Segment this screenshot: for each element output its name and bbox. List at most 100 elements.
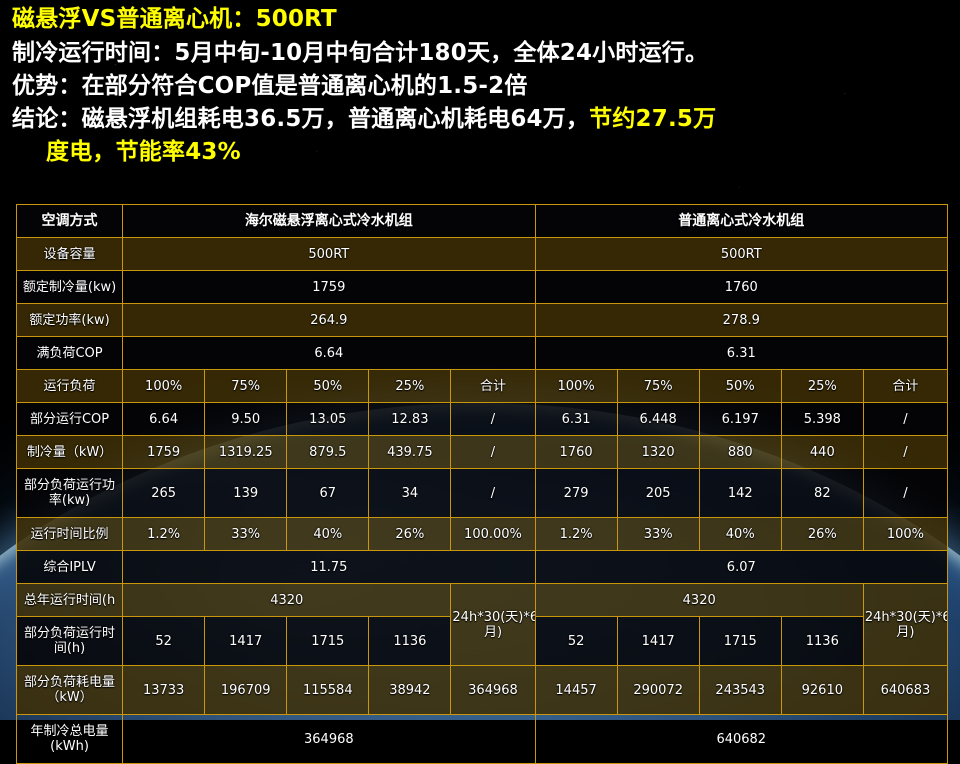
cell-a-v3: 115584: [286, 665, 370, 715]
page-title: 磁悬浮VS普通离心机：500RT: [12, 6, 337, 32]
cell-b-v4: 1136: [780, 616, 864, 666]
cell-a-total: /: [450, 435, 536, 469]
row-label: 额定制冷量(kw): [15, 270, 124, 304]
cell-b-v1: 279: [534, 468, 618, 518]
row-label: 部分运行COP: [15, 402, 124, 436]
cell-a-total: 364968: [450, 665, 536, 715]
row-label: 年制冷总电量(kWh): [15, 714, 124, 764]
cell-group-a-header: 海尔磁悬浮离心式冷水机组: [122, 204, 536, 238]
cell-a-v3: 40%: [286, 517, 370, 551]
cell-a-v4: 12.83: [368, 402, 452, 436]
table-row-cooling-capacity: 制冷量（kW） 1759 1319.25 879.5 439.75 / 1760…: [15, 435, 949, 469]
cell-a-load-25: 25%: [368, 369, 452, 403]
cell-b-v2: 1320: [616, 435, 700, 469]
row-label: 部分负荷运行时间(h): [15, 616, 124, 666]
cell-a-v1: 265: [122, 468, 206, 518]
cell-b-v4: 5.398: [780, 402, 864, 436]
cell-b-v1: 14457: [534, 665, 618, 715]
cell-b-value: 6.31: [534, 336, 949, 370]
cell-a-value: 500RT: [122, 237, 536, 271]
cell-b-v3: 40%: [698, 517, 782, 551]
cell-b-v1: 1.2%: [534, 517, 618, 551]
cell-a-v4: 439.75: [368, 435, 452, 469]
cell-b-v2: 290072: [616, 665, 700, 715]
cell-a-v1: 52: [122, 616, 206, 666]
table-row-rated-power: 额定功率(kw) 264.9 278.9: [15, 303, 949, 337]
cell-a-value: 6.64: [122, 336, 536, 370]
cell-a-v1: 13733: [122, 665, 206, 715]
cell-a-v2: 196709: [204, 665, 288, 715]
cell-b-v2: 1417: [616, 616, 700, 666]
cell-b-value: 500RT: [534, 237, 949, 271]
headline-cooling-period: 制冷运行时间：5月中旬-10月中旬合计180天，全体24小时运行。: [12, 40, 709, 66]
table-row-part-load-energy: 部分负荷耗电量（kW） 13733 196709 115584 38942 36…: [15, 665, 949, 715]
cell-a-v4: 34: [368, 468, 452, 518]
cell-a-v3: 879.5: [286, 435, 370, 469]
cell-b-v4: 82: [780, 468, 864, 518]
table-row-annual-hours: 总年运行时间(h 4320 24h*30(天)*6(个月) 4320 24h*3…: [15, 583, 949, 666]
row-label: 额定功率(kw): [15, 303, 124, 337]
cell-a-v2: 33%: [204, 517, 288, 551]
table-row-capacity: 设备容量 500RT 500RT: [15, 237, 949, 271]
cell-a-v1: 1759: [122, 435, 206, 469]
headline-conclusion: 结论：磁悬浮机组耗电36.5万，普通离心机耗电64万，节约27.5万: [12, 103, 950, 136]
row-label: 设备容量: [15, 237, 124, 271]
table-row-annual-total: 年制冷总电量(kWh) 364968 640682: [15, 714, 949, 764]
cell-a-total: 100.00%: [450, 517, 536, 551]
cell-b-v2: 205: [616, 468, 700, 518]
row-label: 部分负荷运行功率(kw): [15, 468, 124, 518]
cell-a-v3: 67: [286, 468, 370, 518]
cell-a-v4: 38942: [368, 665, 452, 715]
cell-b-v3: 243543: [698, 665, 782, 715]
table-row-part-load-power: 部分负荷运行功率(kw) 265 139 67 34 / 279 205 142…: [15, 468, 949, 518]
cell-b-v4: 92610: [780, 665, 864, 715]
cell-group-b-header: 普通离心式冷水机组: [534, 204, 949, 238]
cell-a-v4: 1136: [368, 616, 452, 666]
cell-b-v3: 142: [698, 468, 782, 518]
cell-a-load-100: 100%: [122, 369, 206, 403]
row-label: 部分负荷耗电量（kW）: [15, 665, 124, 715]
table-row-part-load-hours: 部分负荷运行时间(h) 52 1417 1715 1136 52 1417 17…: [15, 616, 948, 666]
cell-b-value: 1760: [534, 270, 949, 304]
cell-a-value: 4320: [122, 583, 452, 617]
cell-a-value: 364968: [122, 714, 536, 764]
cell-a-load-75: 75%: [204, 369, 288, 403]
cell-a-v2: 1417: [204, 616, 288, 666]
cell-a-v3: 13.05: [286, 402, 370, 436]
cell-b-total: /: [862, 468, 949, 518]
headline-advantage: 优势：在部分符合COP值是普通离心机的1.5-2倍: [12, 73, 528, 99]
cell-b-total: 640683: [862, 665, 949, 715]
cell-b-v1: 1760: [534, 435, 618, 469]
table-row-runtime-ratio: 运行时间比例 1.2% 33% 40% 26% 100.00% 1.2% 33%…: [15, 517, 949, 551]
cell-a-v2: 1319.25: [204, 435, 288, 469]
cell-b-total: /: [862, 435, 949, 469]
table-row-rated-cooling: 额定制冷量(kw) 1759 1760: [15, 270, 949, 304]
cell-a-v1: 1.2%: [122, 517, 206, 551]
cell-b-v3: 880: [698, 435, 782, 469]
cell-b-value: 6.07: [534, 550, 949, 584]
cell-a-v3: 1715: [286, 616, 370, 666]
cell-b-v2: 33%: [616, 517, 700, 551]
headline-block: 磁悬浮VS普通离心机：500RT 制冷运行时间：5月中旬-10月中旬合计180天…: [0, 0, 960, 169]
cell-b-value: 278.9: [534, 303, 949, 337]
cell-b-v3: 6.197: [698, 402, 782, 436]
cell-a-load-total: 合计: [450, 369, 536, 403]
table-row-full-load-cop: 满负荷COP 6.64 6.31: [15, 336, 949, 370]
row-label: 制冷量（kW）: [15, 435, 124, 469]
cell-a-value: 264.9: [122, 303, 536, 337]
cell-b-load-100: 100%: [534, 369, 618, 403]
cell-b-note: 24h*30(天)*6(个月): [862, 583, 949, 666]
cell-a-value: 11.75: [122, 550, 536, 584]
cell-a-v1: 6.64: [122, 402, 206, 436]
cell-b-v1: 52: [534, 616, 618, 666]
cell-b-load-75: 75%: [616, 369, 700, 403]
cell-a-value: 1759: [122, 270, 536, 304]
row-label: 运行负荷: [15, 369, 124, 403]
cell-a-total: /: [450, 402, 536, 436]
row-label: 综合IPLV: [15, 550, 124, 584]
cell-b-v4: 440: [780, 435, 864, 469]
cell-a-load-50: 50%: [286, 369, 370, 403]
conclusion-text: 结论：磁悬浮机组耗电36.5万，普通离心机耗电64万，: [12, 106, 590, 132]
row-label: 满负荷COP: [15, 336, 124, 370]
comparison-table: 空调方式 海尔磁悬浮离心式冷水机组 普通离心式冷水机组 设备容量 500RT 5…: [15, 204, 949, 764]
